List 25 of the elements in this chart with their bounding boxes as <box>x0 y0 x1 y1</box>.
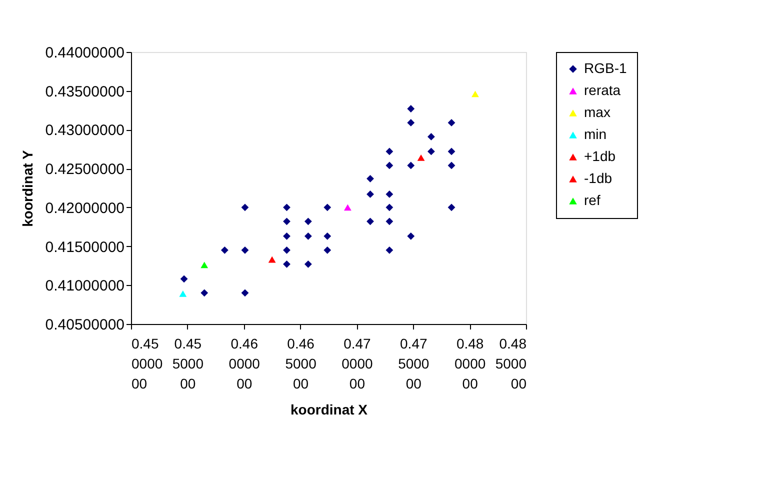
legend-label: ref <box>584 192 600 208</box>
y-axis-title: koordinat Y <box>19 149 36 227</box>
y-tick-label: 0.41000000 <box>45 278 124 295</box>
x-tick-label: 0.45500000 <box>172 336 204 392</box>
x-tick-label: 0.46500000 <box>285 336 317 392</box>
x-tick-label: 0.45000000 <box>132 336 163 392</box>
y-tick-label: 0.42000000 <box>45 200 124 217</box>
y-tick-label: 0.42500000 <box>45 161 124 178</box>
y-tick-label: 0.43000000 <box>45 122 124 140</box>
legend-label: max <box>584 104 610 120</box>
x-axis-title: koordinat X <box>290 402 368 418</box>
y-tick-label: 0.43500000 <box>45 83 124 100</box>
y-tick-label: 0.44000000 <box>45 44 124 62</box>
x-tick-label: 0.48000000 <box>454 336 486 392</box>
x-tick-label: 0.47000000 <box>342 336 373 392</box>
x-tick-label: 0.47500000 <box>398 336 430 392</box>
y-tick-label: 0.40500000 <box>45 316 124 334</box>
y-tick-label: 0.41500000 <box>45 238 124 256</box>
legend-label: min <box>584 126 607 142</box>
legend-label: -1db <box>584 170 612 186</box>
legend-label: rerata <box>584 82 621 98</box>
legend-label: +1db <box>584 148 616 164</box>
x-tick-label: 0.48500000 <box>495 336 527 392</box>
x-tick-label: 0.46000000 <box>228 336 260 392</box>
legend-label: RGB-1 <box>584 60 627 76</box>
